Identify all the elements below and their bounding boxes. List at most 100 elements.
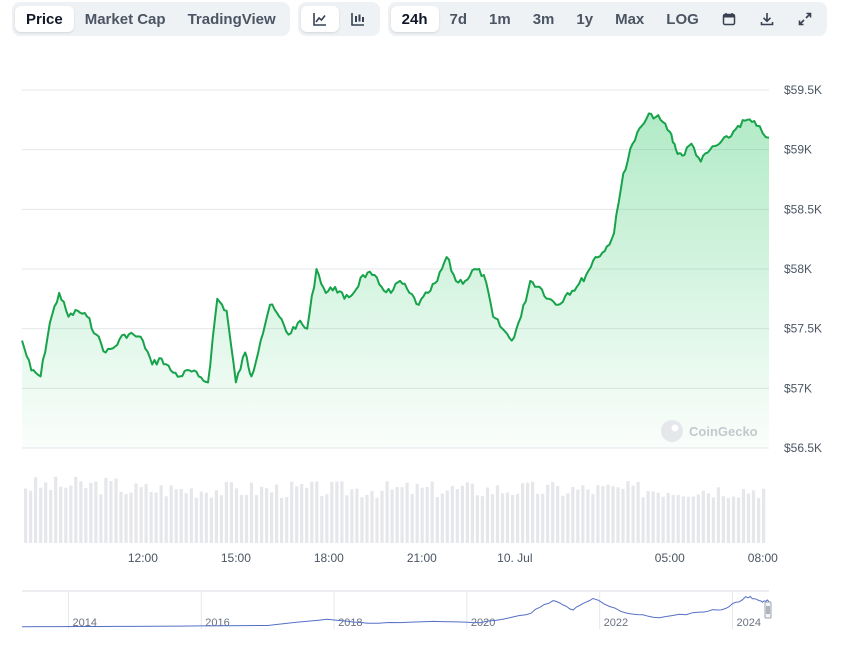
volume-bar: [204, 492, 208, 543]
y-tick-label: $57.5K: [784, 322, 822, 336]
volume-bar: [681, 496, 685, 543]
volume-bar: [762, 488, 766, 543]
volume-bar: [39, 487, 43, 543]
tab-price[interactable]: Price: [15, 6, 74, 32]
volume-bar: [601, 486, 605, 543]
volume-bar: [716, 487, 720, 543]
volume-bar: [586, 489, 590, 543]
volume-bar: [94, 481, 98, 543]
tab-tradingview[interactable]: TradingView: [187, 10, 276, 28]
calendar-button[interactable]: [710, 6, 748, 32]
range-max-button[interactable]: Max: [615, 10, 645, 28]
range-3m-button[interactable]: 3m: [532, 10, 555, 28]
volume-bar: [751, 490, 756, 543]
volume-bar: [280, 497, 284, 543]
volume-bar: [49, 490, 53, 543]
volume-bar: [460, 485, 464, 543]
volume-bar: [561, 495, 565, 543]
volume-bar: [104, 477, 108, 543]
watermark-text: CoinGecko: [689, 424, 758, 439]
volume-bar: [706, 493, 710, 543]
volume-bar: [244, 495, 249, 543]
volume-bar: [691, 496, 695, 543]
volume-bar: [159, 485, 163, 543]
volume-bar: [149, 492, 153, 543]
navigator-year-label: 2016: [205, 617, 229, 629]
volume-bar: [260, 486, 264, 543]
volume-bar: [174, 489, 178, 543]
navigator-history-line: [21, 595, 770, 628]
volume-bar: [189, 488, 193, 543]
volume-bar: [736, 497, 741, 543]
volume-bar: [310, 481, 314, 543]
volume-bar: [370, 491, 374, 543]
volume-bar: [305, 487, 309, 543]
volume-bar: [551, 482, 555, 543]
line-chart-button[interactable]: [300, 6, 339, 32]
chart-toolbar: Price Market Cap TradingView 24h 7d 1m 3…: [12, 2, 827, 36]
volume-bar: [315, 481, 319, 543]
range-24h-button[interactable]: 24h: [390, 6, 439, 32]
candlestick-chart-button[interactable]: [339, 6, 377, 32]
volume-bar: [757, 497, 761, 543]
download-button[interactable]: [748, 6, 786, 32]
tab-market-cap[interactable]: Market Cap: [84, 10, 166, 28]
volume-bar: [676, 495, 680, 543]
volume-bar: [430, 481, 434, 543]
volume-bar: [44, 482, 48, 543]
volume-bar: [219, 495, 223, 543]
fullscreen-button[interactable]: [786, 6, 824, 32]
volume-bar: [184, 493, 188, 543]
log-scale-button[interactable]: LOG: [666, 10, 699, 28]
volume-bar: [154, 492, 158, 543]
x-tick-label: 15:00: [221, 551, 251, 565]
volume-bar: [275, 484, 279, 543]
range-1y-button[interactable]: 1y: [576, 10, 594, 28]
volume-bar: [350, 489, 354, 543]
navigator-year-label: 2022: [604, 617, 628, 629]
volume-bar: [435, 497, 439, 543]
volume-bar: [29, 490, 33, 543]
x-tick-label: 12:00: [128, 551, 158, 565]
volume-bar: [721, 496, 725, 543]
volume-bar: [84, 488, 88, 543]
volume-bar: [109, 481, 113, 543]
x-axis-labels: 12:00 15:00 18:00 21:00 10. Jul 05:00 08:00: [128, 551, 778, 565]
volume-bar: [229, 482, 233, 543]
line-chart-icon: [312, 13, 326, 26]
volume-bar: [114, 478, 118, 543]
navigator-gridlines: 2014 2016 2018 2020 2022 2024: [67, 592, 761, 629]
volume-bar: [249, 482, 254, 543]
volume-bar: [400, 487, 404, 543]
volume-bar: [395, 487, 399, 543]
volume-bar: [134, 483, 138, 543]
volume-bar: [320, 496, 324, 543]
y-tick-label: $59K: [784, 143, 812, 157]
volume-bar: [290, 481, 294, 543]
volume-bar: [34, 477, 38, 543]
volume-bar: [666, 493, 670, 543]
volume-bar: [139, 487, 143, 543]
volume-bar: [445, 490, 449, 543]
volume-bar: [661, 496, 665, 543]
navigator[interactable]: 2014 2016 2018 2020 2022 2024: [21, 590, 772, 629]
y-tick-label: $58.5K: [784, 202, 822, 216]
volume-bar: [380, 490, 384, 543]
volume-bar: [254, 495, 259, 543]
volume-bar: [89, 482, 93, 543]
range-7d-button[interactable]: 7d: [449, 10, 468, 28]
navigator-handle[interactable]: [764, 601, 772, 619]
range-1m-button[interactable]: 1m: [489, 10, 511, 28]
volume-bar: [696, 494, 700, 543]
navigator-year-label: 2020: [471, 617, 495, 629]
volume-bar: [536, 493, 540, 543]
volume-bar: [566, 493, 570, 543]
x-tick-label: 10. Jul: [497, 551, 532, 565]
volume-bar: [415, 483, 419, 543]
volume-bar: [656, 492, 660, 543]
volume-bar: [746, 493, 751, 543]
chart-type-tabs: Price Market Cap TradingView: [12, 2, 290, 36]
volume-bar: [325, 494, 329, 543]
x-tick-label: 21:00: [407, 551, 437, 565]
